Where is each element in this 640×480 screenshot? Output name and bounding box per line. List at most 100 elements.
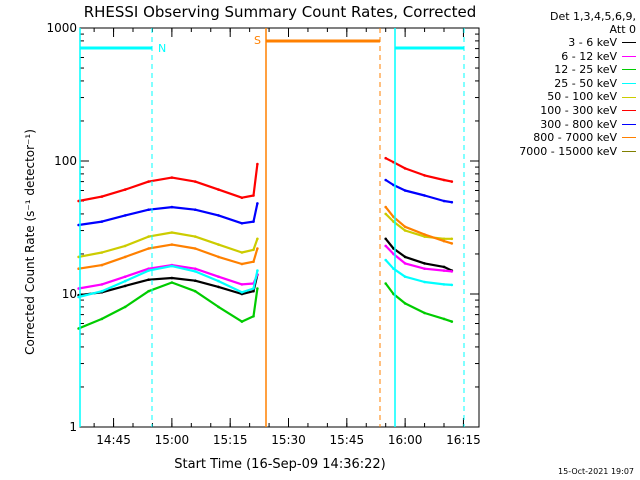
data-point <box>240 320 244 323</box>
data-point <box>100 195 104 198</box>
data-point <box>100 317 104 321</box>
data-point <box>450 237 454 241</box>
data-point <box>423 311 426 315</box>
data-point <box>147 269 150 272</box>
data-point <box>123 305 127 309</box>
data-point <box>252 287 255 290</box>
legend-swatch <box>622 123 636 125</box>
legend-swatch <box>622 83 636 85</box>
data-point <box>384 282 388 285</box>
data-point <box>147 247 150 250</box>
legend-header-line-1: Det 1,3,4,5,6,9, <box>549 10 636 23</box>
footer-timestamp: 15-Oct-2021 19:07 <box>558 467 634 476</box>
data-point <box>193 208 197 211</box>
data-point <box>193 267 197 271</box>
data-point <box>147 267 150 271</box>
data-point <box>240 262 244 266</box>
legend-swatch <box>622 69 636 71</box>
data-point <box>217 285 220 289</box>
data-point <box>77 295 80 299</box>
data-point <box>100 220 104 223</box>
legend-swatch <box>622 137 636 139</box>
legend-entry: 3 - 6 keV <box>484 36 636 50</box>
legend-entry-label: 50 - 100 keV <box>547 90 617 104</box>
data-point <box>77 255 80 259</box>
data-point <box>423 267 426 271</box>
y-tick-label: 1000 <box>46 21 77 35</box>
data-point <box>423 194 426 197</box>
data-point <box>423 233 426 236</box>
legend-swatch <box>622 110 636 112</box>
data-point <box>252 248 255 252</box>
series-line <box>384 245 452 273</box>
data-point <box>170 281 174 284</box>
data-point <box>252 220 255 223</box>
legend-entry: 800 - 7000 keV <box>484 131 636 145</box>
data-point <box>442 199 446 203</box>
data-point <box>170 205 174 209</box>
data-point <box>256 202 259 205</box>
data-point <box>403 302 407 305</box>
data-point <box>450 200 454 204</box>
legend-entry-label: 100 - 300 keV <box>540 103 617 117</box>
legend-entry-label: 6 - 12 keV <box>561 49 617 63</box>
data-point <box>392 215 395 219</box>
legend-entry: 300 - 800 keV <box>484 118 636 132</box>
x-tick-label: 14:45 <box>96 433 131 447</box>
data-point <box>100 283 104 286</box>
data-point <box>147 289 150 293</box>
data-point <box>123 275 127 279</box>
data-point <box>256 237 259 241</box>
data-point <box>450 320 454 323</box>
chart-title: RHESSI Observing Summary Count Rates, Co… <box>84 3 477 21</box>
x-tick-label: 15:30 <box>271 433 306 447</box>
data-point <box>77 327 80 330</box>
data-point <box>423 262 426 265</box>
data-point <box>123 214 127 217</box>
series-line <box>384 282 453 323</box>
data-point <box>450 180 454 183</box>
legend-entry: 6 - 12 keV <box>484 50 636 64</box>
data-point <box>423 174 426 177</box>
data-point <box>170 176 174 179</box>
data-point <box>423 280 426 284</box>
legend-entry: 25 - 50 keV <box>484 77 636 91</box>
data-point <box>193 235 197 238</box>
legend-swatch <box>622 55 636 57</box>
data-point <box>392 292 395 296</box>
series-line <box>78 231 259 258</box>
data-point <box>147 208 150 211</box>
data-point <box>217 275 220 279</box>
series-line <box>78 243 259 270</box>
axes: 1 10 100 1000 14:45 15:00 15:15 15:30 15:45 16:00… <box>46 21 480 447</box>
data-point <box>384 258 388 262</box>
legend-entry-label: 25 - 50 keV <box>554 76 617 90</box>
data-point <box>100 289 104 293</box>
data-point <box>123 188 127 191</box>
data-point <box>217 279 220 283</box>
data-point <box>252 260 255 264</box>
data-point <box>170 231 174 234</box>
data-point <box>240 251 244 254</box>
data-point <box>147 235 150 238</box>
x-tick-label: 15:00 <box>155 433 190 447</box>
legend-entry: 50 - 100 keV <box>484 90 636 104</box>
data-point <box>123 279 127 283</box>
legend-entry-label: 7000 - 15000 keV <box>519 144 617 158</box>
data-point <box>403 255 407 259</box>
data-point <box>442 317 446 321</box>
series-line <box>78 203 259 227</box>
data-point <box>384 156 388 160</box>
legend-entry: 7000 - 15000 keV <box>484 145 636 159</box>
data-point <box>193 289 197 293</box>
data-point <box>384 205 388 209</box>
data-point <box>403 225 407 229</box>
y-axis-label: Corrected Count Rate (s⁻¹ detector⁻¹) <box>23 129 37 355</box>
y-tick-label: 100 <box>54 154 77 168</box>
data-point <box>252 194 255 197</box>
data-point <box>217 255 220 259</box>
data-point <box>450 242 454 245</box>
data-point <box>384 212 388 216</box>
data-point <box>392 160 395 164</box>
data-point <box>193 270 197 273</box>
